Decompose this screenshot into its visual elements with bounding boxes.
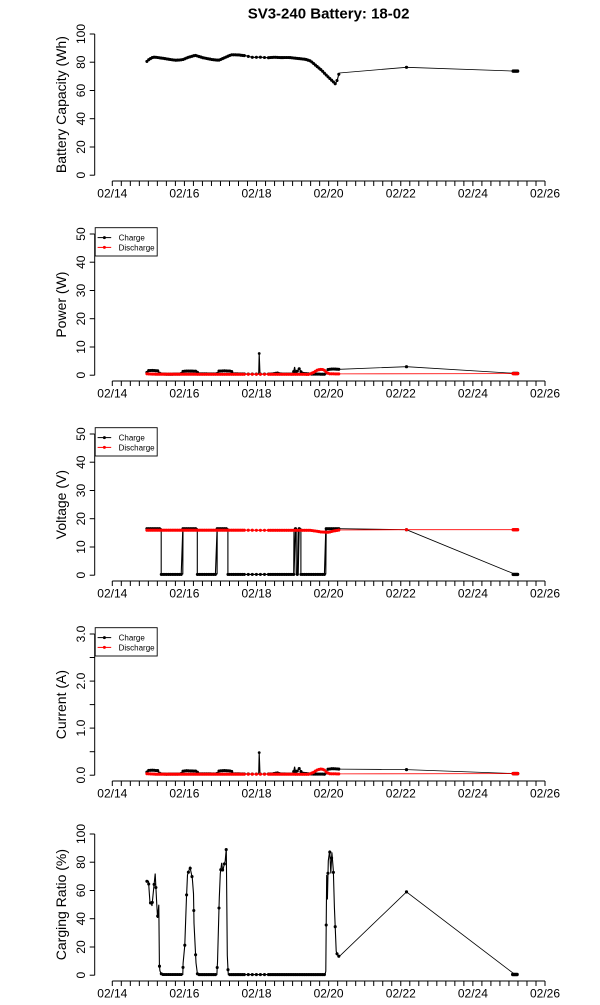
svg-text:100: 100 bbox=[74, 824, 88, 844]
svg-text:50: 50 bbox=[74, 227, 88, 241]
svg-text:0: 0 bbox=[74, 372, 88, 379]
svg-text:02/26: 02/26 bbox=[530, 387, 560, 401]
svg-text:02/26: 02/26 bbox=[530, 987, 560, 1001]
svg-text:60: 60 bbox=[74, 884, 88, 898]
svg-text:02/20: 02/20 bbox=[314, 987, 344, 1001]
svg-text:Carging Ratio (%): Carging Ratio (%) bbox=[53, 849, 69, 960]
svg-text:80: 80 bbox=[74, 55, 88, 69]
svg-text:Charge: Charge bbox=[119, 434, 146, 443]
svg-text:02/16: 02/16 bbox=[169, 787, 199, 801]
svg-text:SV3-240 Battery: 18-02: SV3-240 Battery: 18-02 bbox=[248, 6, 410, 23]
svg-text:02/22: 02/22 bbox=[386, 787, 416, 801]
svg-text:20: 20 bbox=[74, 512, 88, 526]
svg-text:02/14: 02/14 bbox=[97, 987, 127, 1001]
svg-text:60: 60 bbox=[74, 84, 88, 98]
svg-text:40: 40 bbox=[74, 912, 88, 926]
svg-text:02/24: 02/24 bbox=[458, 787, 488, 801]
svg-text:02/24: 02/24 bbox=[458, 587, 488, 601]
svg-text:02/26: 02/26 bbox=[530, 187, 560, 201]
svg-text:0: 0 bbox=[74, 972, 88, 979]
svg-text:40: 40 bbox=[74, 255, 88, 269]
svg-text:02/26: 02/26 bbox=[530, 787, 560, 801]
svg-text:02/20: 02/20 bbox=[314, 587, 344, 601]
svg-text:80: 80 bbox=[74, 855, 88, 869]
svg-text:0.0: 0.0 bbox=[74, 767, 88, 784]
svg-text:40: 40 bbox=[74, 455, 88, 469]
svg-text:02/20: 02/20 bbox=[314, 787, 344, 801]
svg-text:Charge: Charge bbox=[119, 234, 146, 243]
svg-text:0: 0 bbox=[74, 572, 88, 579]
svg-text:02/22: 02/22 bbox=[386, 387, 416, 401]
svg-text:02/14: 02/14 bbox=[97, 387, 127, 401]
svg-text:02/18: 02/18 bbox=[241, 587, 271, 601]
svg-text:40: 40 bbox=[74, 112, 88, 126]
svg-text:02/20: 02/20 bbox=[314, 187, 344, 201]
svg-text:02/16: 02/16 bbox=[169, 187, 199, 201]
svg-text:02/16: 02/16 bbox=[169, 587, 199, 601]
svg-text:02/14: 02/14 bbox=[97, 587, 127, 601]
svg-text:02/18: 02/18 bbox=[241, 987, 271, 1001]
svg-text:Power (W): Power (W) bbox=[53, 272, 69, 338]
svg-text:Discharge: Discharge bbox=[119, 243, 156, 252]
svg-text:02/24: 02/24 bbox=[458, 187, 488, 201]
svg-text:0: 0 bbox=[74, 172, 88, 179]
svg-text:20: 20 bbox=[74, 940, 88, 954]
svg-text:02/16: 02/16 bbox=[169, 387, 199, 401]
svg-text:10: 10 bbox=[74, 540, 88, 554]
svg-text:Charge: Charge bbox=[119, 634, 146, 643]
svg-text:10: 10 bbox=[74, 340, 88, 354]
svg-text:1.0: 1.0 bbox=[74, 719, 88, 736]
svg-text:02/14: 02/14 bbox=[97, 187, 127, 201]
svg-text:2.0: 2.0 bbox=[74, 672, 88, 689]
svg-text:50: 50 bbox=[74, 427, 88, 441]
svg-text:Voltage (V): Voltage (V) bbox=[53, 470, 69, 539]
svg-text:100: 100 bbox=[74, 24, 88, 44]
svg-text:Battery Capacity (Wh): Battery Capacity (Wh) bbox=[53, 36, 69, 173]
svg-text:Current (A): Current (A) bbox=[53, 670, 69, 739]
svg-text:30: 30 bbox=[74, 484, 88, 498]
svg-text:20: 20 bbox=[74, 140, 88, 154]
svg-text:02/18: 02/18 bbox=[241, 387, 271, 401]
svg-text:30: 30 bbox=[74, 284, 88, 298]
svg-text:02/24: 02/24 bbox=[458, 387, 488, 401]
svg-text:02/16: 02/16 bbox=[169, 987, 199, 1001]
svg-text:20: 20 bbox=[74, 312, 88, 326]
svg-text:3.0: 3.0 bbox=[74, 625, 88, 642]
svg-text:02/26: 02/26 bbox=[530, 587, 560, 601]
svg-text:02/18: 02/18 bbox=[241, 187, 271, 201]
svg-text:02/24: 02/24 bbox=[458, 987, 488, 1001]
svg-text:02/22: 02/22 bbox=[386, 987, 416, 1001]
svg-text:02/14: 02/14 bbox=[97, 787, 127, 801]
svg-text:02/22: 02/22 bbox=[386, 187, 416, 201]
svg-text:02/20: 02/20 bbox=[314, 387, 344, 401]
svg-text:02/22: 02/22 bbox=[386, 587, 416, 601]
svg-text:02/18: 02/18 bbox=[241, 787, 271, 801]
svg-text:Discharge: Discharge bbox=[119, 443, 156, 452]
svg-text:Discharge: Discharge bbox=[119, 643, 156, 652]
